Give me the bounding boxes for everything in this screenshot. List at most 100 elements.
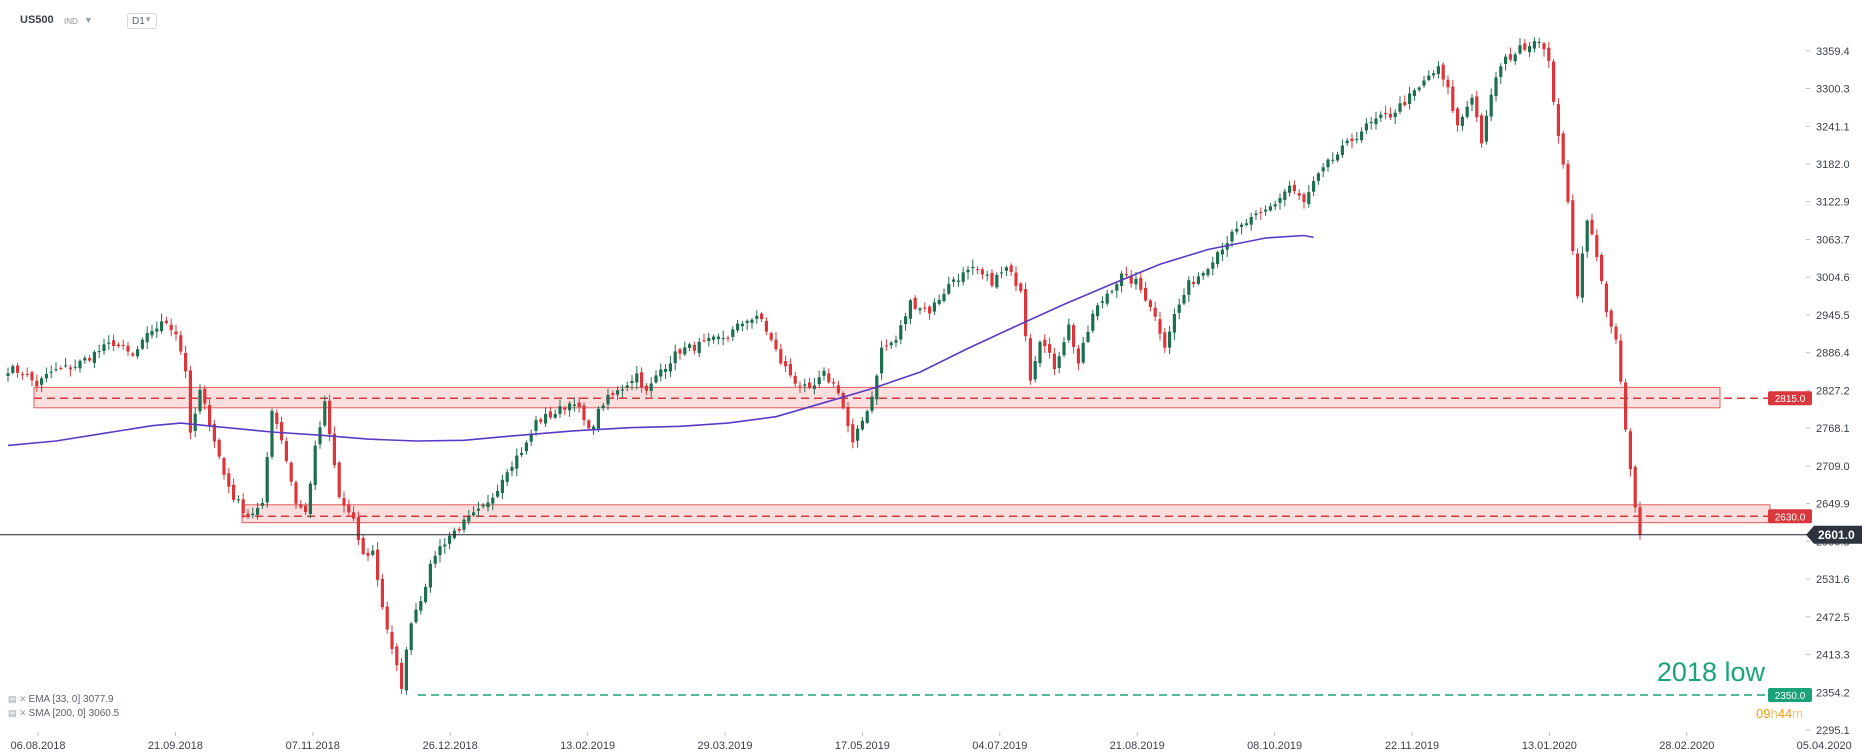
candle-body [851, 424, 855, 443]
candle-body [1312, 181, 1316, 192]
countdown-m-unit: m [1792, 706, 1803, 721]
instrument-type-label: IND [64, 17, 78, 26]
price-tag-2350 [1768, 687, 1812, 702]
ema-legend[interactable]: ▤ ✕ EMA [33, 0] 3077.9 [8, 694, 114, 705]
candle-body [860, 420, 864, 430]
candle-body [544, 413, 548, 424]
candle-body [956, 280, 960, 282]
candle-body [1456, 108, 1460, 126]
candle-body [251, 513, 255, 516]
candle-body [1086, 331, 1090, 342]
candle-body [179, 335, 183, 352]
candle-body [409, 623, 413, 651]
candle-body [961, 272, 965, 282]
candle-body [1129, 276, 1133, 284]
candlestick-series [6, 37, 1642, 695]
current-price-tag [1806, 525, 1862, 544]
candle-body [1408, 93, 1412, 105]
candle-body [1422, 80, 1426, 86]
candle-body [419, 601, 423, 611]
candle-body [928, 306, 932, 314]
candle-body [174, 331, 178, 335]
candle-body [913, 297, 917, 309]
candle-body [1048, 344, 1052, 353]
candle-body [1196, 276, 1200, 284]
candle-body [284, 441, 288, 461]
countdown-minutes: 44 [1778, 706, 1792, 721]
x-axis[interactable]: 06.08.2018 21.09.2018 07.11.2018 26.12.2018… [10, 732, 1852, 752]
candle-body [150, 331, 154, 336]
candle-body [1206, 269, 1210, 275]
candle-body [1105, 293, 1109, 304]
y-tick-label: 3241.1 [1816, 121, 1850, 133]
candle-body [1153, 307, 1157, 317]
candle-body [236, 499, 240, 501]
candle-body [755, 315, 759, 319]
candle-body [880, 347, 884, 374]
indicator-settings-icon[interactable]: ▤ ✕ [8, 694, 27, 704]
candle-body [582, 405, 586, 421]
y-tick-label: 2531.6 [1816, 574, 1850, 586]
x-tick-label: 05.04.2020 [1797, 740, 1852, 752]
candle-body [630, 381, 634, 383]
candle-body [1451, 86, 1455, 111]
candle-body [1148, 300, 1152, 307]
x-tick-label: 17.05.2019 [835, 740, 890, 752]
candle-body [750, 319, 754, 323]
sma-legend[interactable]: ▤ ✕ SMA [200, 0] 3060.5 [8, 708, 119, 719]
candle-body [366, 552, 370, 556]
candle-body [1460, 116, 1464, 126]
candle-body [606, 394, 610, 405]
x-tick-label: 21.08.2019 [1110, 740, 1165, 752]
candle-body [107, 342, 111, 344]
candle-body [774, 339, 778, 350]
candle-body [131, 353, 135, 356]
symbol-label[interactable]: US500 [20, 14, 54, 26]
y-tick-label: 2354.2 [1816, 687, 1850, 699]
candle-body [1480, 115, 1484, 144]
candle-body [1091, 313, 1095, 331]
candle-body [572, 404, 576, 406]
candle-body [736, 323, 740, 331]
candle-body [1076, 348, 1080, 364]
symbol-dropdown-icon[interactable]: ▼ [84, 15, 93, 25]
candle-body [1139, 277, 1143, 290]
candle-body [510, 466, 514, 471]
candle-body [491, 497, 495, 504]
candle-body [1571, 200, 1575, 252]
candle-body [611, 393, 615, 395]
candle-body [169, 324, 173, 331]
candle-body [1124, 274, 1128, 276]
candle-body [1052, 353, 1056, 370]
candle-body [1494, 77, 1498, 96]
candle-body [1110, 291, 1114, 293]
candle-body [1489, 94, 1493, 117]
candle-body [649, 383, 653, 392]
candle-body [1072, 325, 1076, 347]
candle-body [83, 357, 87, 361]
candle-body [899, 325, 903, 340]
y-tick-label: 2945.5 [1816, 310, 1850, 322]
candle-body [160, 321, 164, 332]
indicator-settings-icon[interactable]: ▤ ✕ [8, 708, 27, 718]
timeframe-select[interactable]: D1 ▼ [127, 13, 157, 29]
candle-body [793, 375, 797, 384]
candle-body [884, 345, 888, 347]
y-tick-label: 2827.2 [1816, 385, 1850, 397]
candle-body [92, 351, 96, 363]
candle-body [476, 508, 480, 511]
y-axis[interactable]: 3359.4 3300.3 3241.1 3182.0 3122.9 3063.7 3004… [1806, 46, 1850, 737]
candle-body [812, 385, 816, 389]
candle-countdown: 09h44m [1756, 706, 1803, 721]
candle-body [1633, 466, 1637, 508]
candle-body [270, 410, 274, 457]
candle-body [1172, 313, 1176, 333]
candle-body [1000, 272, 1004, 274]
candle-body [1168, 331, 1172, 348]
candle-body [616, 390, 620, 395]
candle-body [529, 433, 533, 442]
candle-body [1326, 159, 1330, 168]
candle-body [784, 361, 788, 367]
price-tag-2630-label: 2630.0 [1775, 512, 1806, 523]
